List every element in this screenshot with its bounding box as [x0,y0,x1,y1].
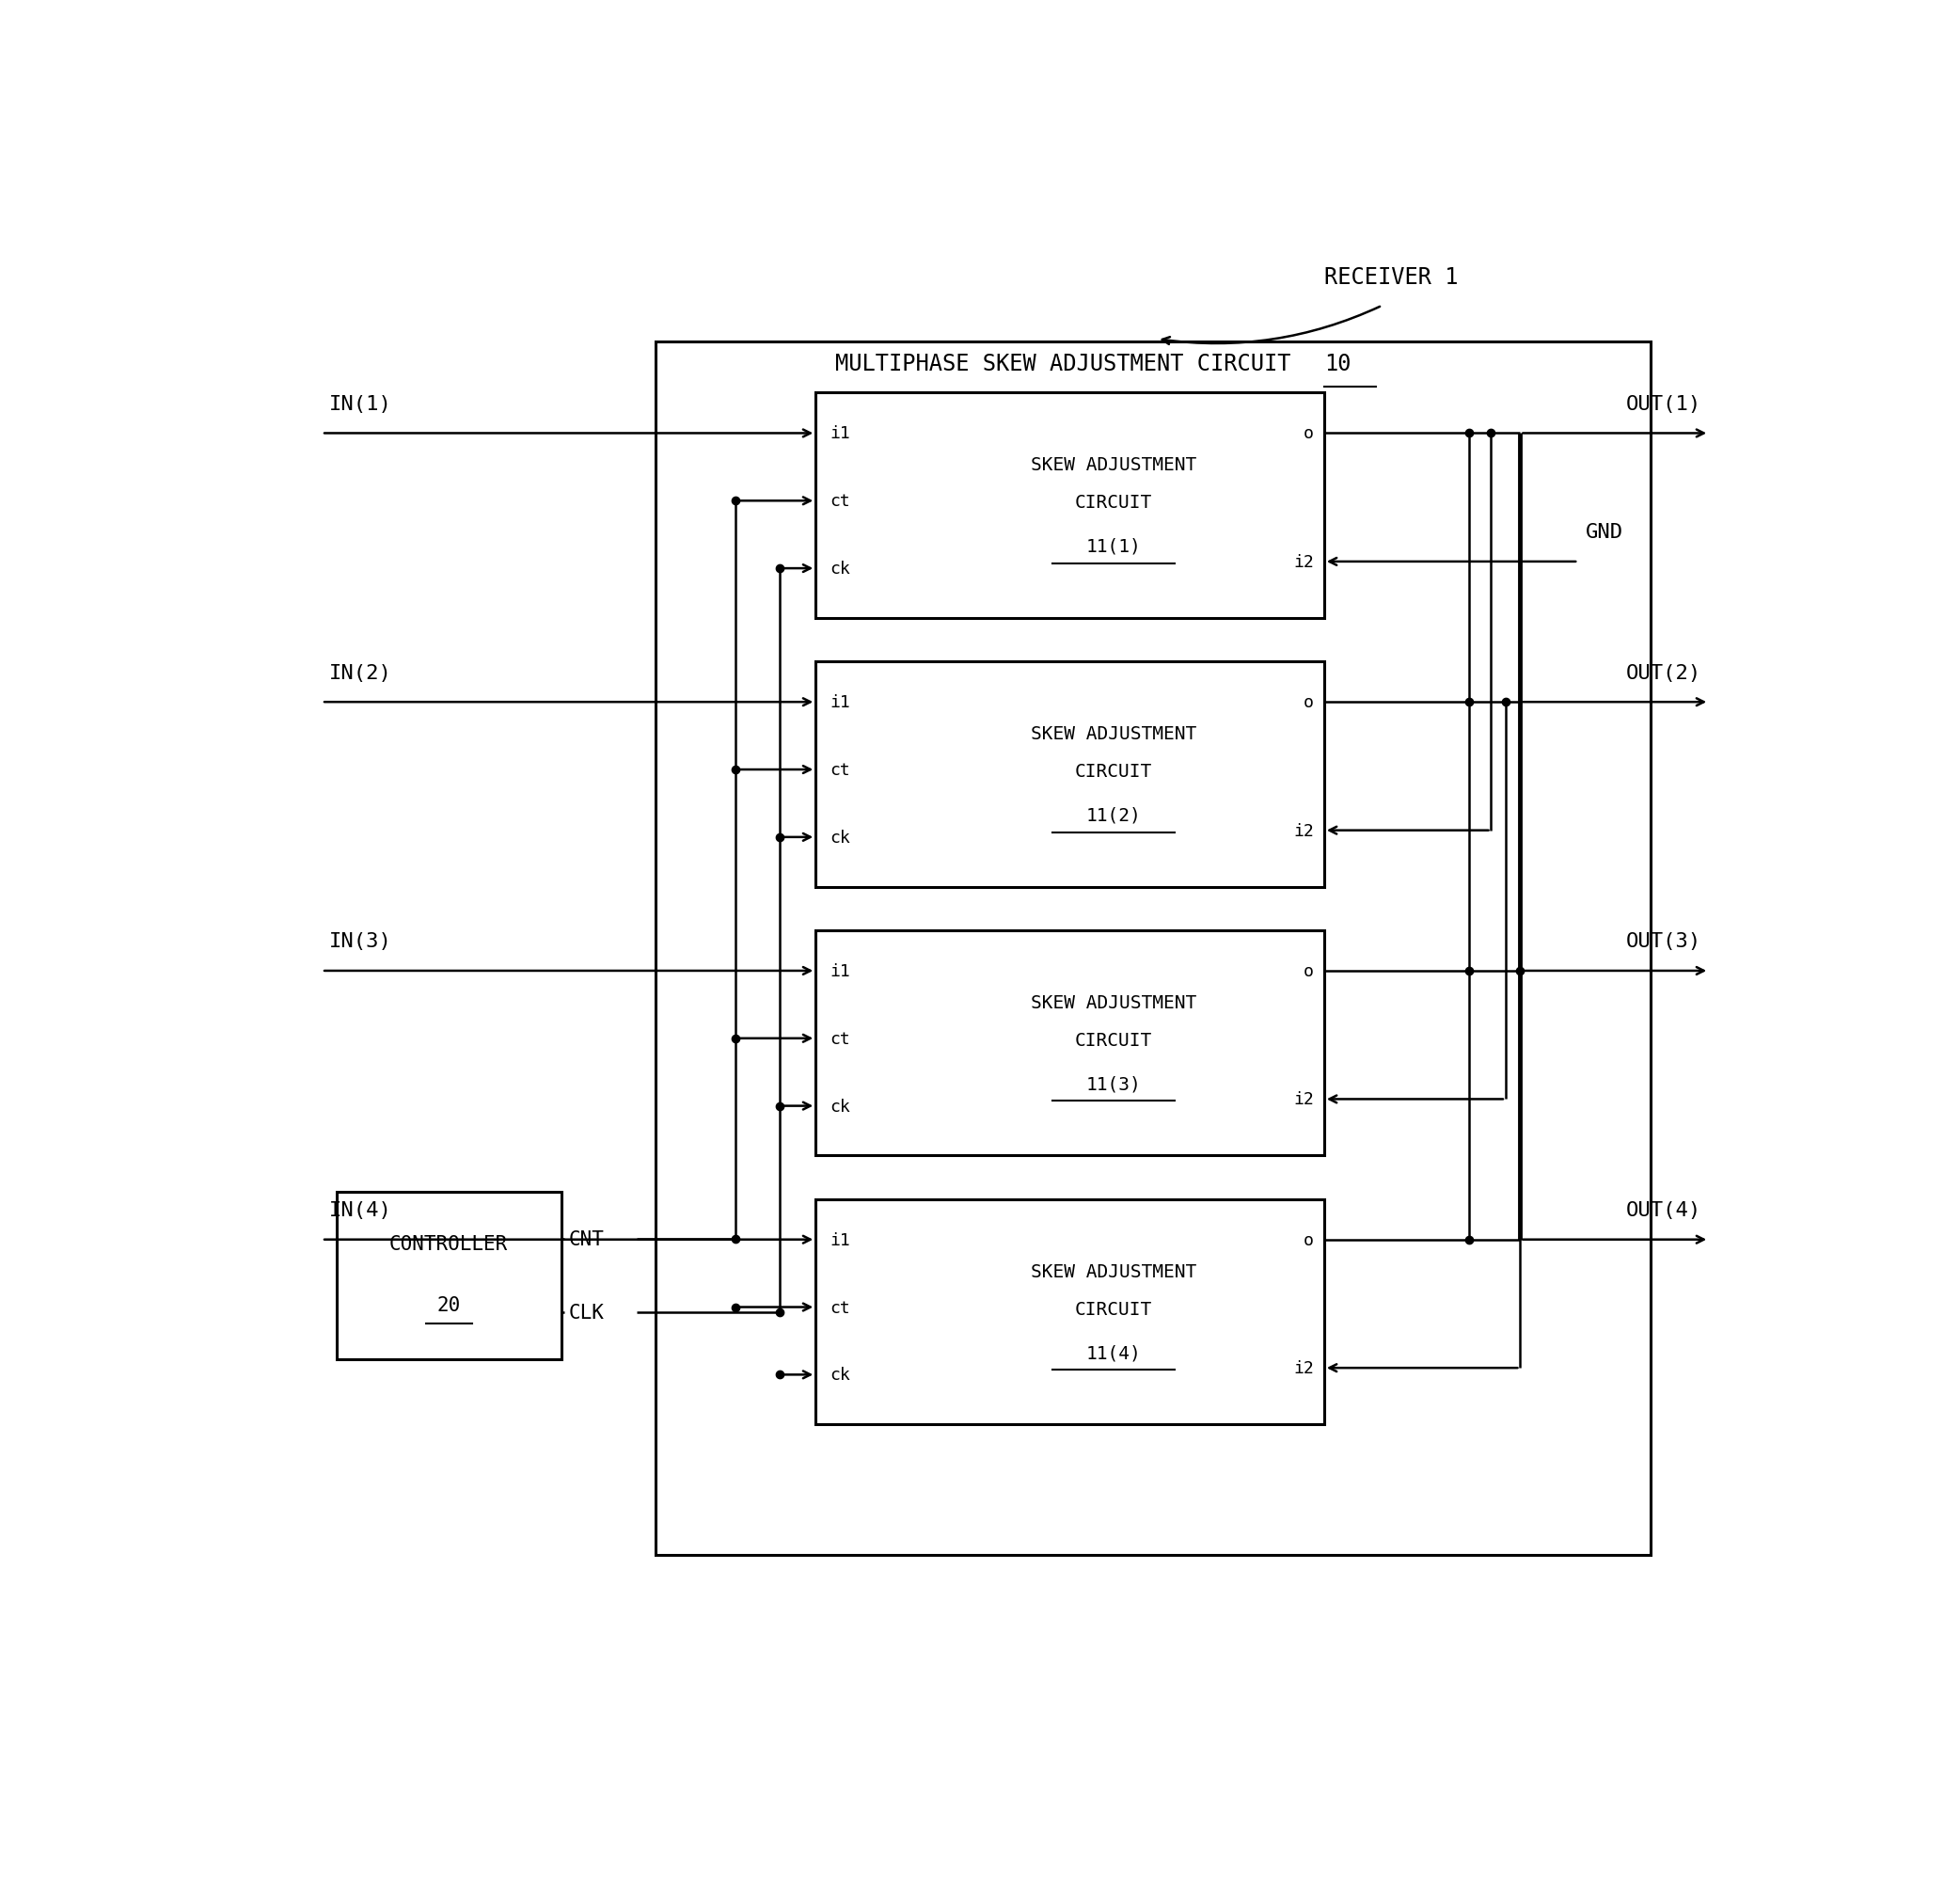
Text: ct: ct [831,492,851,509]
Text: 11(3): 11(3) [1086,1075,1141,1092]
Text: OUT(4): OUT(4) [1627,1201,1701,1220]
Text: IN(3): IN(3) [329,932,392,951]
Text: ck: ck [831,1367,851,1382]
Text: OUT(2): OUT(2) [1627,664,1701,683]
Bar [815,394,1325,619]
Text: ck: ck [831,830,851,847]
Text: ct: ct [831,1299,851,1316]
Text: SKEW ADJUSTMENT: SKEW ADJUSTMENT [1031,724,1196,743]
Text: 20: 20 [437,1296,461,1315]
Text: IN(4): IN(4) [329,1201,392,1220]
Text: ck: ck [831,1098,851,1115]
Text: i1: i1 [831,694,851,711]
Text: o: o [1303,426,1313,443]
Text: CIRCUIT: CIRCUIT [1074,1032,1152,1049]
Bar [337,1192,561,1360]
Bar [815,662,1325,886]
Text: IN(2): IN(2) [329,664,392,683]
Text: i2: i2 [1294,1360,1313,1377]
Text: SKEW ADJUSTMENT: SKEW ADJUSTMENT [1031,456,1196,473]
Text: OUT(1): OUT(1) [1627,394,1701,413]
Text: i1: i1 [831,962,851,979]
Text: i1: i1 [831,1232,851,1249]
Text: MULTIPHASE SKEW ADJUSTMENT CIRCUIT: MULTIPHASE SKEW ADJUSTMENT CIRCUIT [835,353,1305,375]
Text: i2: i2 [1294,822,1313,839]
Text: i2: i2 [1294,1090,1313,1107]
Text: RECEIVER 1: RECEIVER 1 [1325,266,1458,289]
Text: CNT: CNT [568,1230,604,1249]
Text: 11(2): 11(2) [1086,805,1141,824]
Text: ct: ct [831,762,851,779]
Text: i1: i1 [831,426,851,443]
Text: CIRCUIT: CIRCUIT [1074,494,1152,511]
Text: 10: 10 [1325,353,1350,375]
Bar [815,930,1325,1156]
Text: CIRCUIT: CIRCUIT [1074,762,1152,781]
Text: i2: i2 [1294,554,1313,571]
Text: SKEW ADJUSTMENT: SKEW ADJUSTMENT [1031,994,1196,1011]
Bar [657,343,1650,1556]
Text: 11(1): 11(1) [1086,538,1141,556]
Text: o: o [1303,694,1313,711]
Text: SKEW ADJUSTMENT: SKEW ADJUSTMENT [1031,1262,1196,1281]
Text: 11(4): 11(4) [1086,1343,1141,1362]
Text: CIRCUIT: CIRCUIT [1074,1299,1152,1318]
Text: o: o [1303,962,1313,979]
Text: o: o [1303,1232,1313,1249]
Text: GND: GND [1586,522,1623,541]
Text: ct: ct [831,1030,851,1047]
Text: CLK: CLK [568,1303,604,1322]
Text: OUT(3): OUT(3) [1627,932,1701,951]
Text: ck: ck [831,560,851,577]
Text: IN(1): IN(1) [329,394,392,413]
Text: CONTROLLER: CONTROLLER [390,1233,508,1252]
Bar [815,1199,1325,1424]
